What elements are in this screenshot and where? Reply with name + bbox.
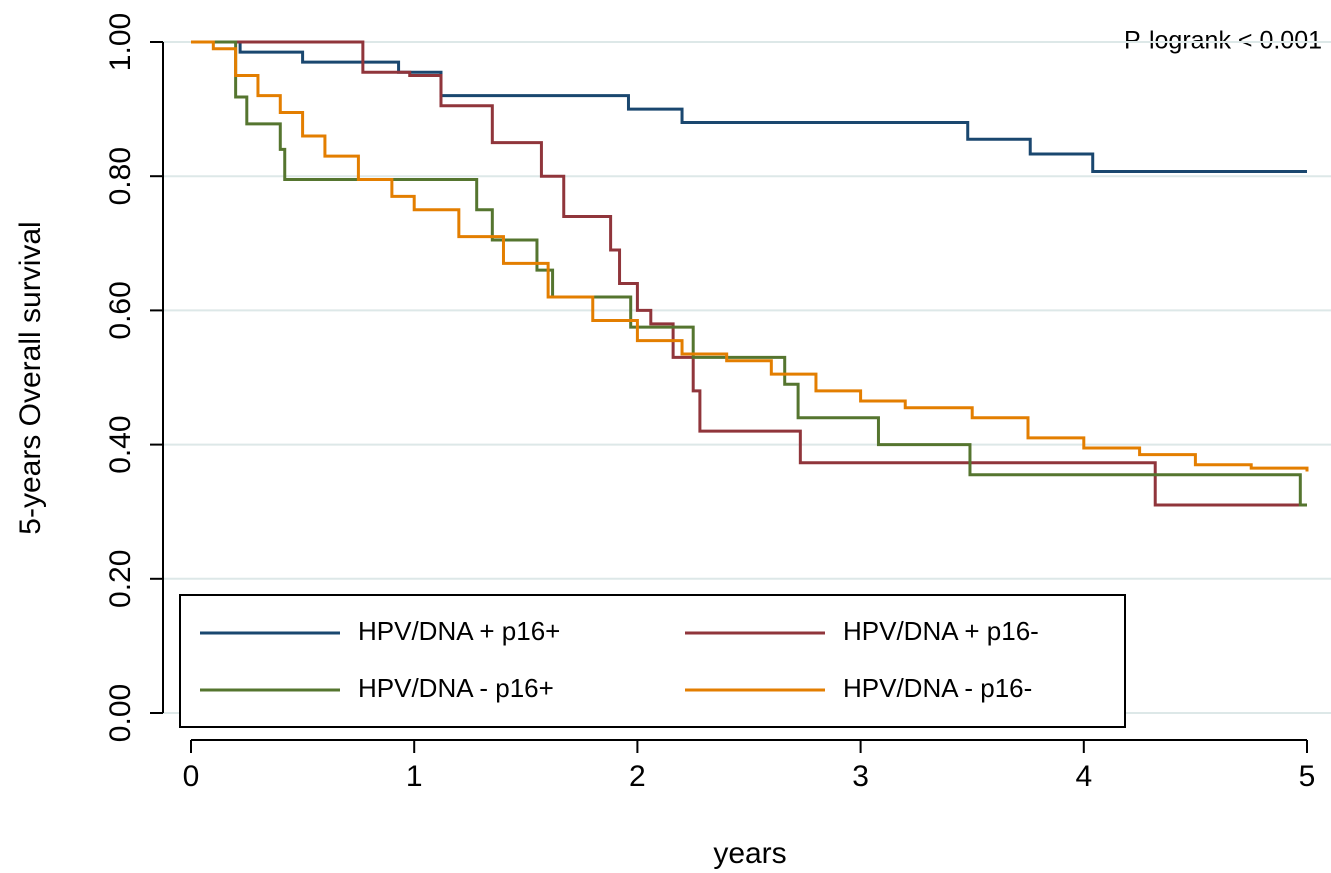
x-tick-label: 3 <box>852 760 869 793</box>
x-tick-label: 0 <box>183 760 200 793</box>
legend-label: HPV/DNA - p16+ <box>358 673 554 703</box>
legend-label: HPV/DNA - p16- <box>843 673 1032 703</box>
y-tick-label: 1.00 <box>104 13 137 71</box>
legend-label: HPV/DNA + p16- <box>843 616 1039 646</box>
x-tick-label: 2 <box>629 760 646 793</box>
x-axis-title: years <box>713 837 786 870</box>
survival-curve <box>191 40 1307 507</box>
legend-box <box>179 594 1126 728</box>
y-tick-label: 0.80 <box>104 147 137 205</box>
y-tick-label: 0.20 <box>104 550 137 608</box>
y-axis-title: 5-years Overall survival <box>14 221 47 534</box>
y-tick-label: 0.60 <box>104 281 137 339</box>
x-tick-label: 4 <box>1075 760 1092 793</box>
y-tick-label: 0.40 <box>104 415 137 473</box>
x-tick-label: 1 <box>406 760 423 793</box>
legend-label: HPV/DNA + p16+ <box>358 616 560 646</box>
survival-curve <box>191 40 1307 507</box>
y-tick-label: 0.00 <box>104 684 137 742</box>
annotation: P-logrank < 0.001 <box>1124 27 1322 55</box>
survival-curve <box>191 40 1309 472</box>
survival-curve <box>191 40 1307 174</box>
x-tick-label: 5 <box>1299 760 1316 793</box>
